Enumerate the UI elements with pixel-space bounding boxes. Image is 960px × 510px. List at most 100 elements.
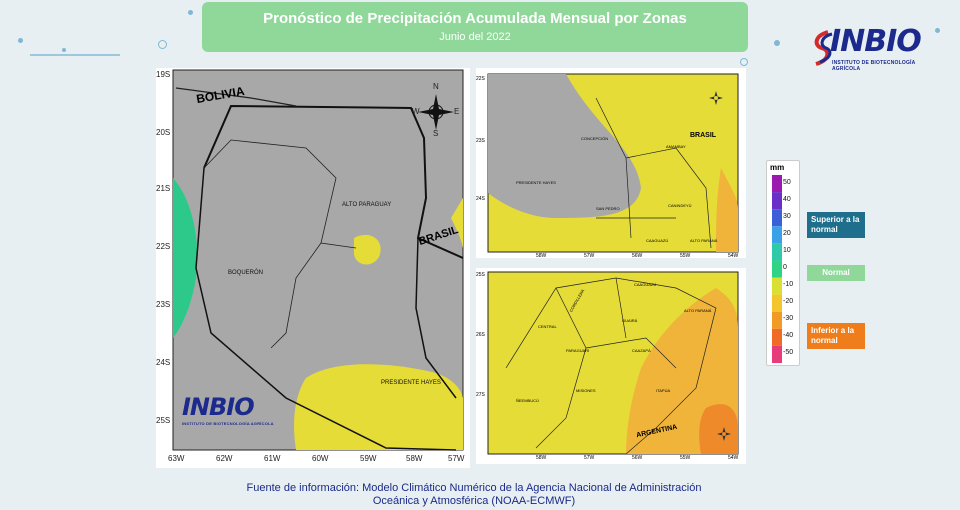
legend-tick-label: -50 — [783, 349, 794, 357]
label-presidente-hayes: PRESIDENTE HAYES — [381, 380, 441, 386]
compass-n: N — [433, 82, 439, 91]
legend-tick-label: 10 — [783, 246, 791, 254]
logo-tagline: INSTITUTO DE BIOTECNOLOGÍA AGRÍCOLA — [832, 60, 916, 72]
lon-label: 58W — [536, 455, 547, 461]
lon-label: 57W — [584, 455, 595, 461]
compass-e: E — [454, 107, 460, 116]
label-san-pedro: SAN PEDRO — [596, 206, 620, 211]
map-north: CONCEPCIÓN PRESIDENTE HAYES SAN PEDRO AM… — [476, 68, 746, 259]
logo-text: INBIO — [830, 24, 922, 59]
label-caazapa: CAAZAPÁ — [632, 348, 651, 353]
label-brasil-n: BRASIL — [690, 132, 717, 139]
main-map-canvas — [172, 69, 464, 451]
legend-color-segment — [772, 175, 782, 193]
lon-label: 55W — [680, 253, 691, 259]
lon-label: 60W — [312, 454, 329, 463]
legend-tick-label: -40 — [783, 332, 794, 340]
compass-w: W — [412, 107, 420, 116]
legend-tick-label: 20 — [783, 229, 791, 237]
legend-color-segment — [772, 260, 782, 278]
lat-label: 20S — [156, 128, 171, 137]
lon-label: 54W — [728, 455, 739, 461]
legend-color-segment — [772, 277, 782, 295]
label-itapua: ITAPÚA — [656, 388, 671, 393]
label-alto-parana-n: ALTO PARANÁ — [690, 238, 718, 243]
lon-label: 63W — [168, 454, 185, 463]
lat-label: 24S — [476, 196, 485, 202]
decorative-dot — [740, 58, 748, 66]
logo-mark-icon — [814, 30, 833, 66]
map-logo-tagline: INSTITUTO DE BIOTECNOLOGÍA AGRÍCOLA — [182, 421, 274, 426]
map-north-canvas — [487, 73, 739, 253]
lat-label: 25S — [156, 416, 171, 425]
decorative-dot — [158, 40, 167, 49]
legend-tick-label: 50 — [783, 178, 791, 186]
legend-colorbar — [772, 175, 782, 363]
label-alto-parana-s: ALTO PARANÁ — [684, 308, 712, 313]
compass-icon — [717, 427, 731, 441]
lon-label: 62W — [216, 454, 233, 463]
legend-tick-label: -30 — [783, 315, 794, 323]
label-pres-hayes-n: PRESIDENTE HAYES — [516, 180, 556, 185]
lat-label: 22S — [156, 242, 171, 251]
legend-color-segment — [772, 294, 782, 312]
category-below-normal: Inferior a la normal — [807, 323, 865, 349]
legend-color-segment — [772, 243, 782, 261]
label-concepcion: CONCEPCIÓN — [581, 136, 609, 141]
label-canindeyu: CANINDEYÚ — [668, 203, 692, 208]
lat-label: 26S — [476, 332, 485, 338]
lon-label: 54W — [728, 253, 739, 259]
page-subtitle: Junio del 2022 — [439, 31, 511, 43]
label-amambay: AMAMBAY — [666, 144, 686, 149]
legend-color-segment — [772, 226, 782, 244]
legend-tick-label: 30 — [783, 212, 791, 220]
below-normal-zone-south — [294, 364, 463, 450]
lon-label: 59W — [360, 454, 377, 463]
label-boqueron: BOQUERÓN — [228, 270, 264, 276]
legend-color-segment — [772, 192, 782, 210]
legend-tick-label: 40 — [783, 195, 791, 203]
compass-icon — [709, 91, 723, 105]
source-note: Fuente de información: Modelo Climático … — [200, 482, 748, 508]
inbio-logo: INBIO INSTITUTO DE BIOTECNOLOGÍA AGRÍCOL… — [810, 24, 934, 72]
category-above-normal: Superior a la normal — [807, 212, 865, 238]
source-line-1: Fuente de información: Modelo Climático … — [246, 482, 702, 494]
lat-label: 19S — [156, 70, 171, 79]
label-guaira: GUAIRÁ — [622, 318, 638, 323]
compass-rose-icon — [418, 94, 454, 130]
below-normal-zone-center — [354, 234, 381, 265]
label-paraguari: PARAGUARÍ — [566, 348, 590, 353]
label-neembucu: ÑEEMBUCÚ — [516, 398, 539, 403]
lon-label: 57W — [448, 454, 465, 463]
lat-label: 21S — [156, 184, 171, 193]
map-logo-text: INBIO — [182, 393, 255, 421]
decorative-line — [30, 54, 120, 56]
label-alto-paraguay: ALTO PARAGUAY — [342, 202, 392, 208]
lon-label: 56W — [632, 455, 643, 461]
legend-color-segment — [772, 328, 782, 346]
lon-label: 55W — [680, 455, 691, 461]
map-south-canvas — [487, 271, 739, 455]
lon-label: 58W — [536, 253, 547, 259]
legend-tick-label: -10 — [783, 281, 794, 289]
compass-s: S — [433, 129, 439, 138]
lat-label: 22S — [476, 76, 485, 82]
decorative-dot — [774, 40, 780, 46]
legend-unit: mm — [770, 163, 785, 172]
lon-label: 58W — [406, 454, 423, 463]
map-south: CORDILLERA CAAGUAZÚ CENTRAL PARAGUARÍ GU… — [476, 268, 746, 464]
lon-label: 57W — [584, 253, 595, 259]
lat-label: 23S — [156, 300, 171, 309]
page-title: Pronóstico de Precipitación Acumulada Me… — [263, 10, 687, 27]
label-misiones: MISIONES — [576, 388, 596, 393]
normal-zone-west — [173, 178, 198, 338]
legend-tick-label: 0 — [783, 264, 787, 271]
lat-label: 23S — [476, 138, 485, 144]
lon-label: 61W — [264, 454, 281, 463]
decorative-dot — [62, 48, 66, 52]
category-normal: Normal — [807, 265, 865, 281]
main-map: N E S W BOLIVIA BRASIL ALTO PARAGUAY BOQ… — [156, 68, 470, 468]
legend-color-segment — [772, 311, 782, 329]
label-caaguazu-s: CAAGUAZÚ — [634, 282, 657, 287]
source-line-2: Oceánica y Atmosférica (NOAA-ECMWF) — [372, 495, 576, 507]
